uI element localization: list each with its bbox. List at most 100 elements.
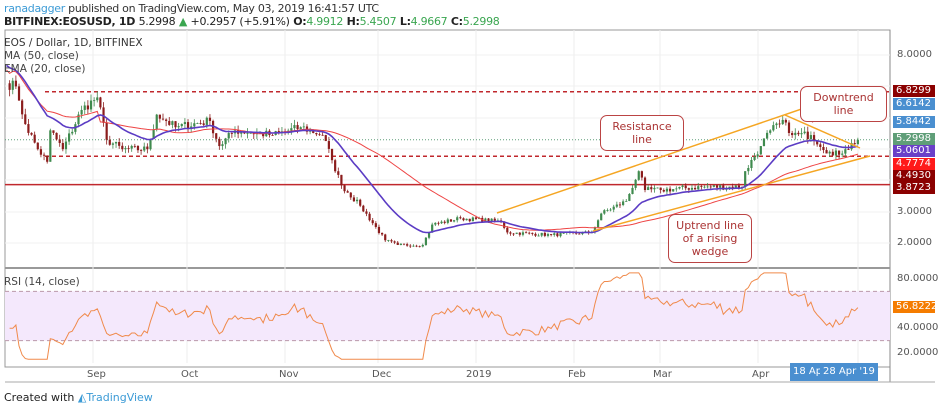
candle-body [631,187,634,194]
rsi-line [9,272,859,360]
candle-body [712,185,715,187]
candle-body [521,232,525,235]
candle-body [809,135,813,140]
candle-body [650,187,653,190]
candle-body [349,192,352,198]
candle-body [722,185,725,190]
candle-body [844,149,847,154]
candle-body [665,188,669,192]
candle-body [355,199,359,202]
candle-body [506,227,509,233]
footer-text: Created with [4,391,75,404]
candle-body [853,143,856,145]
candle-body [828,151,831,154]
candle-body [343,185,346,192]
tradingview-link[interactable]: TradingView [86,391,153,404]
candle-body [509,232,512,234]
candle-body [546,234,550,236]
candle-body [678,186,681,189]
high-label: H: [346,15,360,28]
candle-body [744,171,747,187]
candle-body [105,122,108,140]
candle-body [149,139,152,150]
candle-body [847,149,850,150]
candle-body [340,174,343,186]
candle-body [681,185,684,187]
candle-body [155,114,158,130]
candle-body [290,128,293,131]
candle-body [346,191,349,193]
time-label: Sep [87,369,106,380]
price-change: +0.2957 (+5.91%) [190,15,290,28]
candle-body [409,245,412,247]
candle-body [127,148,130,149]
candle-body [816,141,819,145]
candle-body [230,133,233,134]
candle-body [246,133,249,134]
price-tick: 2.0000 [897,237,932,248]
time-highlight: 18 Apr [790,363,830,381]
open-label: O: [293,15,307,28]
time-label: Feb [568,369,586,380]
candle-body [39,149,43,155]
candle-body [183,122,187,125]
candle-body [143,146,146,151]
candle-body [337,171,340,175]
candle-body [30,132,33,135]
candle-body [64,141,68,150]
candle-body [762,138,766,147]
price-label: 5.8442 [893,116,935,128]
candle-body [130,145,133,149]
candle-body [737,185,741,189]
candle-body [196,123,199,124]
candle-body [393,241,396,243]
candle-body [462,218,465,221]
candle-body [180,124,183,127]
low-label: L: [399,15,411,28]
candle-body [46,155,49,162]
candle-body [359,199,362,206]
candle-body [215,133,218,139]
price-tick: 3.0000 [897,206,932,217]
candle-body [803,131,806,134]
candle-body [578,233,581,235]
candle-body [553,233,556,235]
price-label: 4.7774 [893,158,935,170]
candle-body [471,217,474,222]
candle-body [202,123,205,125]
author-link[interactable]: ranadagger [4,2,65,15]
candle-body [108,139,111,145]
high-value: 5.4507 [359,15,397,28]
candle-body [719,185,722,188]
candle-body [634,179,637,188]
candle-body [33,134,36,143]
resistance-callout[interactable]: Resistance line [600,115,684,151]
candle-body [218,138,221,147]
candle-body [856,139,859,145]
candle-body [772,125,775,131]
candle-body [49,130,52,162]
candle-body [534,233,537,236]
time-label: Nov [279,369,299,380]
uptrend-callout[interactable]: Uptrend line of a rising wedge [668,214,752,263]
candle-body [540,232,543,236]
candle-body [622,201,625,205]
candle-body [643,177,647,191]
candle-body [83,105,86,110]
candle-body [121,145,124,150]
candle-body [656,187,659,189]
price-label: 5.2998 [893,133,935,145]
legend-title: EOS / Dollar, 1D, BITFINEX [4,37,143,49]
legend-ema: EMA (20, close) [4,63,86,75]
downtrend-line [784,114,861,149]
candle-body [559,232,562,237]
candle-body [293,125,296,129]
downtrend-callout[interactable]: Downtrend line [800,86,887,122]
candle-body [330,148,334,161]
candle-body [427,232,431,238]
candle-body [418,246,421,248]
candle-body [431,224,434,233]
candle-body [36,142,39,150]
candle-body [600,213,603,221]
